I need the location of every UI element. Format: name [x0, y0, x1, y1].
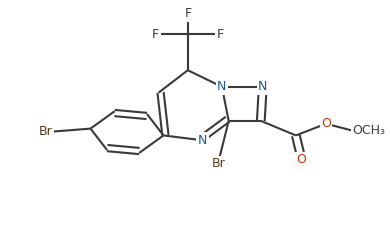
Text: F: F — [184, 7, 191, 20]
Text: OCH₃: OCH₃ — [352, 124, 385, 137]
Text: N: N — [198, 134, 207, 147]
Text: O: O — [321, 117, 331, 130]
Text: F: F — [152, 28, 159, 41]
Text: N: N — [258, 80, 268, 93]
Text: F: F — [216, 28, 223, 41]
Text: Br: Br — [212, 157, 226, 170]
Text: N: N — [217, 80, 227, 93]
Text: Br: Br — [39, 125, 53, 138]
Text: O: O — [297, 153, 307, 166]
